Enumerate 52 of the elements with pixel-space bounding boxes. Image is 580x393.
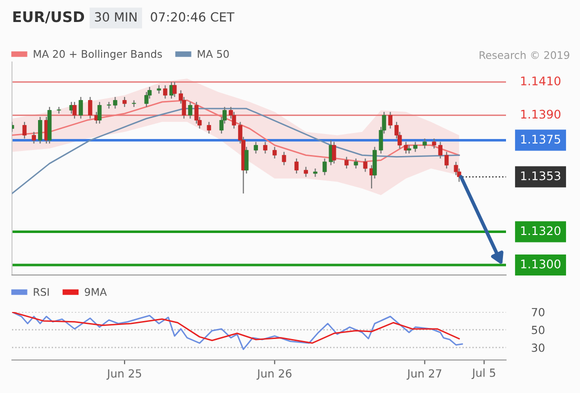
- candlestick: [363, 158, 368, 172]
- candlestick: [354, 158, 358, 170]
- candlestick: [72, 101, 77, 120]
- legend-label: MA 20 + Bollinger Bands: [34, 50, 162, 60]
- line-series: [12, 312, 460, 344]
- candlestick: [282, 151, 286, 166]
- candlestick: [144, 91, 149, 108]
- candlestick: [38, 116, 42, 144]
- text: Research © 2019: [480, 50, 570, 60]
- y-tick-label: 30: [532, 344, 544, 352]
- y-tick-label: 70: [532, 308, 544, 316]
- candlestick: [272, 146, 277, 160]
- text: Jul 5: [472, 368, 496, 379]
- candlestick: [113, 96, 118, 110]
- legend-label: MA 50: [198, 50, 229, 58]
- y-tick-label: 50: [532, 326, 544, 334]
- line-series: [12, 312, 463, 350]
- candlestick: [263, 141, 268, 154]
- candlestick: [244, 146, 249, 174]
- x-tick-label: Jun 25: [106, 369, 142, 380]
- candlestick: [388, 111, 392, 130]
- legend-label: 9MA: [84, 288, 107, 296]
- ref-line-label: 1.1300: [521, 260, 560, 268]
- candlestick: [78, 96, 83, 120]
- chart-subtitle: 30 MIN: [94, 12, 136, 22]
- candlestick: [304, 166, 308, 178]
- text: 07:20:46 CET: [150, 12, 234, 22]
- x-tick-label: Jun 27: [406, 369, 442, 380]
- candlestick: [32, 131, 36, 144]
- candlestick: [294, 158, 299, 174]
- x-tick-label: Jun 26: [256, 369, 292, 380]
- ref-line-label: 1.1375: [521, 134, 560, 144]
- chart-title: EUR/USD: [13, 11, 84, 24]
- candlestick: [444, 151, 449, 170]
- candlestick: [232, 111, 236, 130]
- candlestick: [122, 96, 127, 108]
- ref-line-label: 1.1390: [521, 110, 560, 119]
- ref-line-label: 1.1320: [521, 226, 560, 236]
- candlestick: [188, 101, 192, 120]
- candlestick: [344, 156, 349, 170]
- candlestick: [206, 121, 212, 134]
- candlestick: [97, 101, 102, 124]
- candlestick: [194, 101, 199, 124]
- legend-label: RSI: [34, 288, 49, 296]
- candlestick: [332, 141, 336, 164]
- candlestick: [22, 121, 27, 140]
- candlestick: [313, 168, 318, 178]
- ref-line-label: 1.1410: [521, 76, 560, 86]
- candlestick: [163, 84, 168, 100]
- candlestick: [422, 138, 427, 150]
- candlestick: [254, 141, 258, 154]
- ref-line-label: 1.1353: [521, 171, 560, 180]
